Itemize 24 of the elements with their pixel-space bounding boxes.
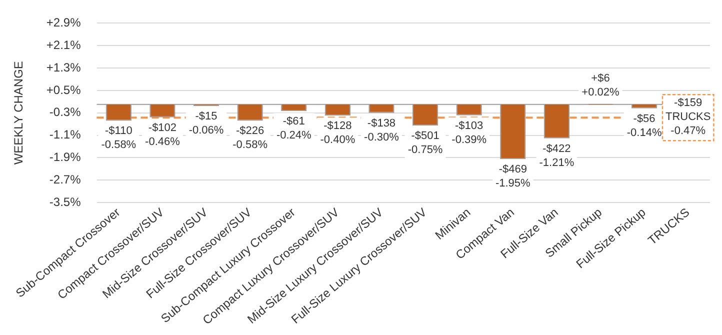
y-tick-label: -1.9% — [49, 150, 82, 164]
y-tick-label: +1.3% — [46, 60, 82, 74]
y-tick-label: -2.7% — [49, 172, 82, 186]
data-label: -$422 -1.21% — [539, 142, 574, 169]
y-tick-label: +2.9% — [46, 16, 82, 30]
data-label: -$103 -0.39% — [452, 120, 487, 146]
ref-line-label: -$159 TRUCKS -0.47% — [665, 97, 711, 138]
data-label: -$102 -0.46% — [145, 122, 180, 148]
data-label: -$128 -0.40% — [320, 120, 356, 146]
data-label: -$226 -0.58% — [232, 125, 268, 152]
data-label: -$138 -0.30% — [364, 117, 400, 144]
data-label: -$15 -0.06% — [188, 110, 224, 137]
y-axis-title: WEEKLY CHANGE — [12, 61, 26, 165]
data-label: -$110 -0.58% — [101, 125, 136, 152]
data-label: -$61 -0.24% — [276, 116, 312, 142]
y-tick-label: +0.5% — [46, 82, 82, 97]
y-tick-label: -1.1% — [49, 128, 82, 142]
y-tick-label: +2.1% — [46, 38, 82, 52]
y-tick-label: -3.5% — [49, 194, 82, 209]
data-label: -$469 -1.95% — [495, 164, 531, 190]
data-label: -$56 -0.14% — [626, 112, 662, 139]
y-tick-label: -0.3% — [49, 105, 82, 120]
data-label: -$501 -0.75% — [408, 130, 443, 156]
data-label: +$6 +0.02% — [582, 72, 620, 98]
